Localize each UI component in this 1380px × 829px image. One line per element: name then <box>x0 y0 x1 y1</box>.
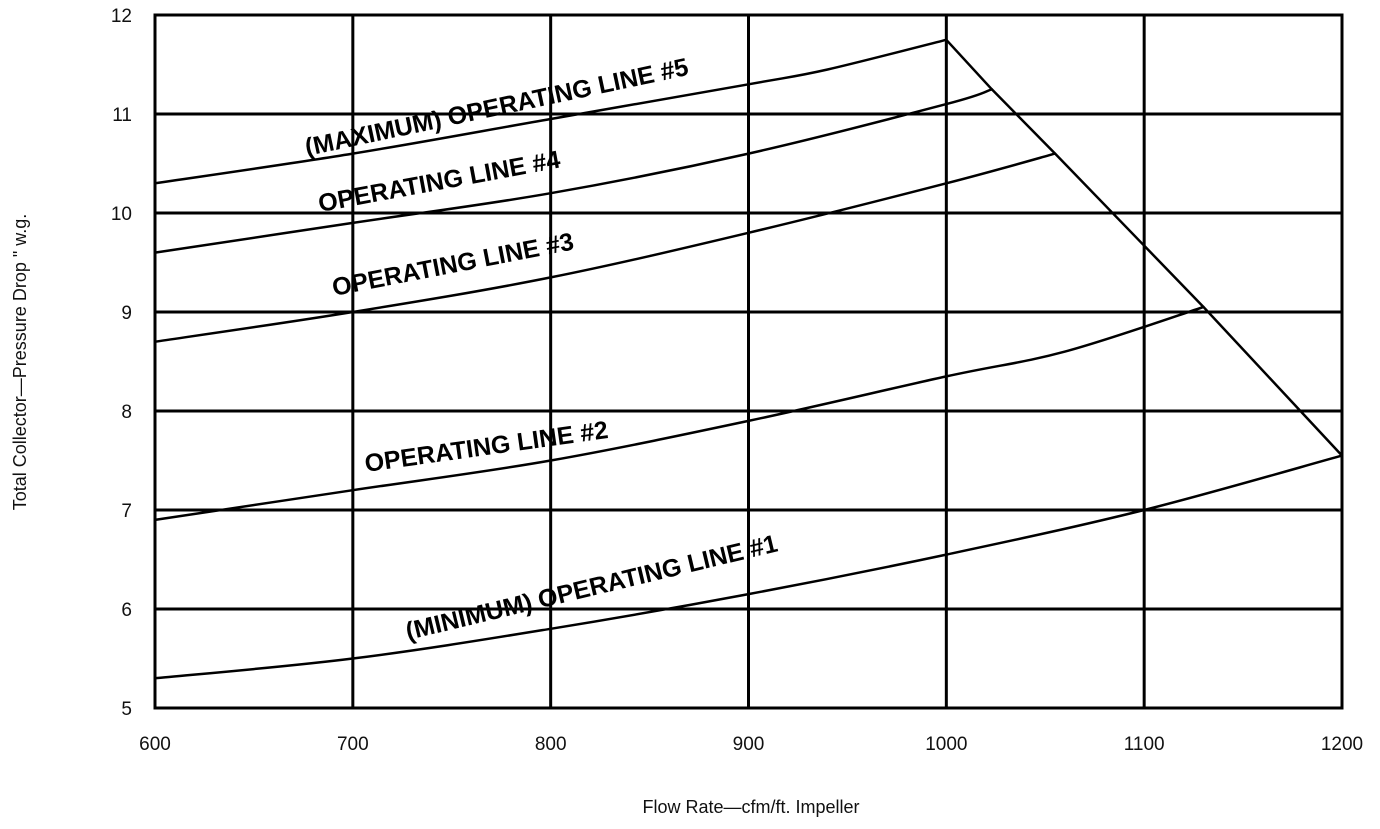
y-tick-label: 6 <box>121 600 132 621</box>
y-tick-label: 7 <box>121 501 132 522</box>
y-tick-label: 10 <box>111 204 132 225</box>
tick-labels: 600 700 800 900 1000 1100 1200 5 6 7 8 9 10 11 12 <box>111 6 1363 755</box>
operating-line-2 <box>153 305 1205 522</box>
x-tick-label: 600 <box>139 734 171 755</box>
series-label-2: OPERATING LINE #2 <box>363 416 610 478</box>
operating-line-5 <box>153 38 948 185</box>
series-labels: (MINIMUM) OPERATING LINE #1 OPERATING LIN… <box>302 53 780 646</box>
x-tick-label: 1200 <box>1321 734 1363 755</box>
y-tick-label: 8 <box>121 402 132 423</box>
boundary-line <box>945 38 1344 457</box>
operating-line-3 <box>153 152 1057 343</box>
operating-line-4 <box>153 88 994 254</box>
y-tick-label: 9 <box>121 303 132 324</box>
series-lines <box>153 38 1344 680</box>
x-tick-label: 1000 <box>925 734 967 755</box>
plot-frame <box>153 13 1344 710</box>
operating-line-1 <box>153 454 1344 680</box>
series-label-5: (MAXIMUM) OPERATING LINE #5 <box>302 53 691 162</box>
grid <box>155 15 1342 708</box>
series-label-1: (MINIMUM) OPERATING LINE #1 <box>403 530 781 646</box>
y-axis-title: Total Collector—Pressure Drop " w.g. <box>10 214 30 511</box>
y-tick-label: 5 <box>121 699 132 720</box>
x-tick-label: 700 <box>337 734 369 755</box>
y-tick-label: 12 <box>111 6 132 27</box>
x-tick-label: 1100 <box>1124 734 1165 755</box>
x-tick-label: 800 <box>535 734 567 755</box>
series-label-3: OPERATING LINE #3 <box>330 228 576 302</box>
x-axis-title: Flow Rate—cfm/ft. Impeller <box>642 797 859 817</box>
x-tick-label: 900 <box>733 734 765 755</box>
y-tick-label: 11 <box>112 105 132 126</box>
